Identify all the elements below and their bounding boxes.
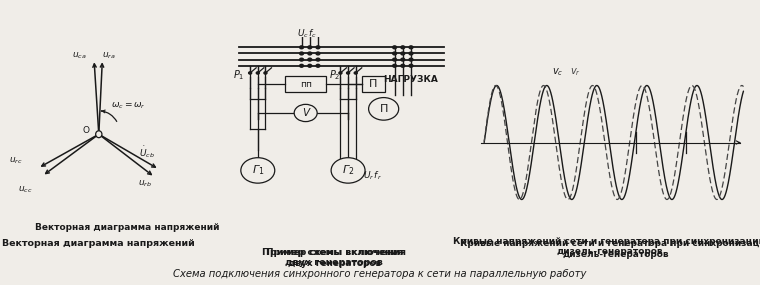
Text: V: V bbox=[302, 108, 309, 118]
Circle shape bbox=[308, 52, 312, 55]
Circle shape bbox=[316, 52, 320, 55]
Circle shape bbox=[409, 64, 413, 67]
Text: НАГРУЗКА: НАГРУЗКА bbox=[384, 75, 439, 84]
Text: $U_c\,f_c$: $U_c\,f_c$ bbox=[297, 27, 317, 40]
Text: Кривые напряжений сети и генератора при синхронизации
дизель-генераторов: Кривые напряжений сети и генератора при … bbox=[460, 239, 760, 259]
Text: $u_{ca}$: $u_{ca}$ bbox=[71, 51, 86, 62]
Text: $u_{ra}$: $u_{ra}$ bbox=[102, 51, 116, 62]
Text: $Г_2$: $Г_2$ bbox=[342, 164, 354, 177]
Circle shape bbox=[393, 52, 397, 55]
Text: Пример схемы включения
двух генераторов: Пример схемы включения двух генераторов bbox=[262, 248, 407, 267]
Circle shape bbox=[316, 64, 320, 67]
Text: $\omega_c{=}\omega_r$: $\omega_c{=}\omega_r$ bbox=[111, 101, 146, 111]
Circle shape bbox=[316, 58, 320, 61]
Circle shape bbox=[393, 46, 397, 49]
Circle shape bbox=[96, 131, 102, 138]
Text: $v_c$: $v_c$ bbox=[552, 66, 563, 78]
Circle shape bbox=[409, 46, 413, 49]
Circle shape bbox=[393, 64, 397, 67]
Text: Схема подключения синхронного генератора к сети на параллельную работу: Схема подключения синхронного генератора… bbox=[173, 269, 587, 279]
Circle shape bbox=[393, 58, 397, 61]
Text: $Г_1$: $Г_1$ bbox=[252, 164, 264, 177]
Circle shape bbox=[264, 72, 267, 74]
Circle shape bbox=[369, 97, 399, 120]
Text: O: O bbox=[83, 126, 90, 135]
Circle shape bbox=[401, 64, 405, 67]
Text: $v_r$: $v_r$ bbox=[570, 66, 581, 78]
Circle shape bbox=[308, 58, 312, 61]
Circle shape bbox=[339, 72, 342, 74]
Text: $\dot{U}_{cb}$: $\dot{U}_{cb}$ bbox=[138, 144, 154, 160]
Circle shape bbox=[331, 158, 365, 183]
FancyBboxPatch shape bbox=[362, 76, 385, 92]
Circle shape bbox=[316, 46, 320, 49]
Circle shape bbox=[401, 52, 405, 55]
Circle shape bbox=[294, 104, 317, 122]
Text: П: П bbox=[369, 79, 378, 89]
Circle shape bbox=[299, 46, 303, 49]
Circle shape bbox=[401, 46, 405, 49]
Text: пп: пп bbox=[299, 80, 312, 89]
Text: $P_2$: $P_2$ bbox=[329, 68, 340, 82]
Text: П: П bbox=[379, 104, 388, 114]
Circle shape bbox=[354, 72, 357, 74]
Circle shape bbox=[308, 64, 312, 67]
Circle shape bbox=[299, 52, 303, 55]
Circle shape bbox=[401, 58, 405, 61]
Text: Векторная диаграмма напряжений: Векторная диаграмма напряжений bbox=[2, 239, 195, 249]
Text: Кривые напряжений сети и генератора при синхронизации
дизель-генераторов: Кривые напряжений сети и генератора при … bbox=[454, 237, 760, 256]
Text: $u_{rc}$: $u_{rc}$ bbox=[8, 155, 23, 166]
FancyBboxPatch shape bbox=[285, 76, 326, 92]
Circle shape bbox=[308, 46, 312, 49]
Circle shape bbox=[409, 52, 413, 55]
Text: $u_{rb}$: $u_{rb}$ bbox=[138, 178, 151, 189]
Circle shape bbox=[299, 64, 303, 67]
Circle shape bbox=[347, 72, 350, 74]
Text: $U_r\,f_r$: $U_r\,f_r$ bbox=[363, 170, 382, 182]
Circle shape bbox=[249, 72, 252, 74]
Text: $P_1$: $P_1$ bbox=[233, 68, 245, 82]
Circle shape bbox=[409, 58, 413, 61]
Circle shape bbox=[241, 158, 275, 183]
Circle shape bbox=[256, 72, 259, 74]
Circle shape bbox=[299, 58, 303, 61]
Text: Векторная диаграмма напряжений: Векторная диаграмма напряжений bbox=[35, 223, 220, 232]
Text: Пример схемы включения
двух генераторов: Пример схемы включения двух генераторов bbox=[266, 249, 403, 268]
Text: $u_{cc}$: $u_{cc}$ bbox=[18, 185, 33, 195]
